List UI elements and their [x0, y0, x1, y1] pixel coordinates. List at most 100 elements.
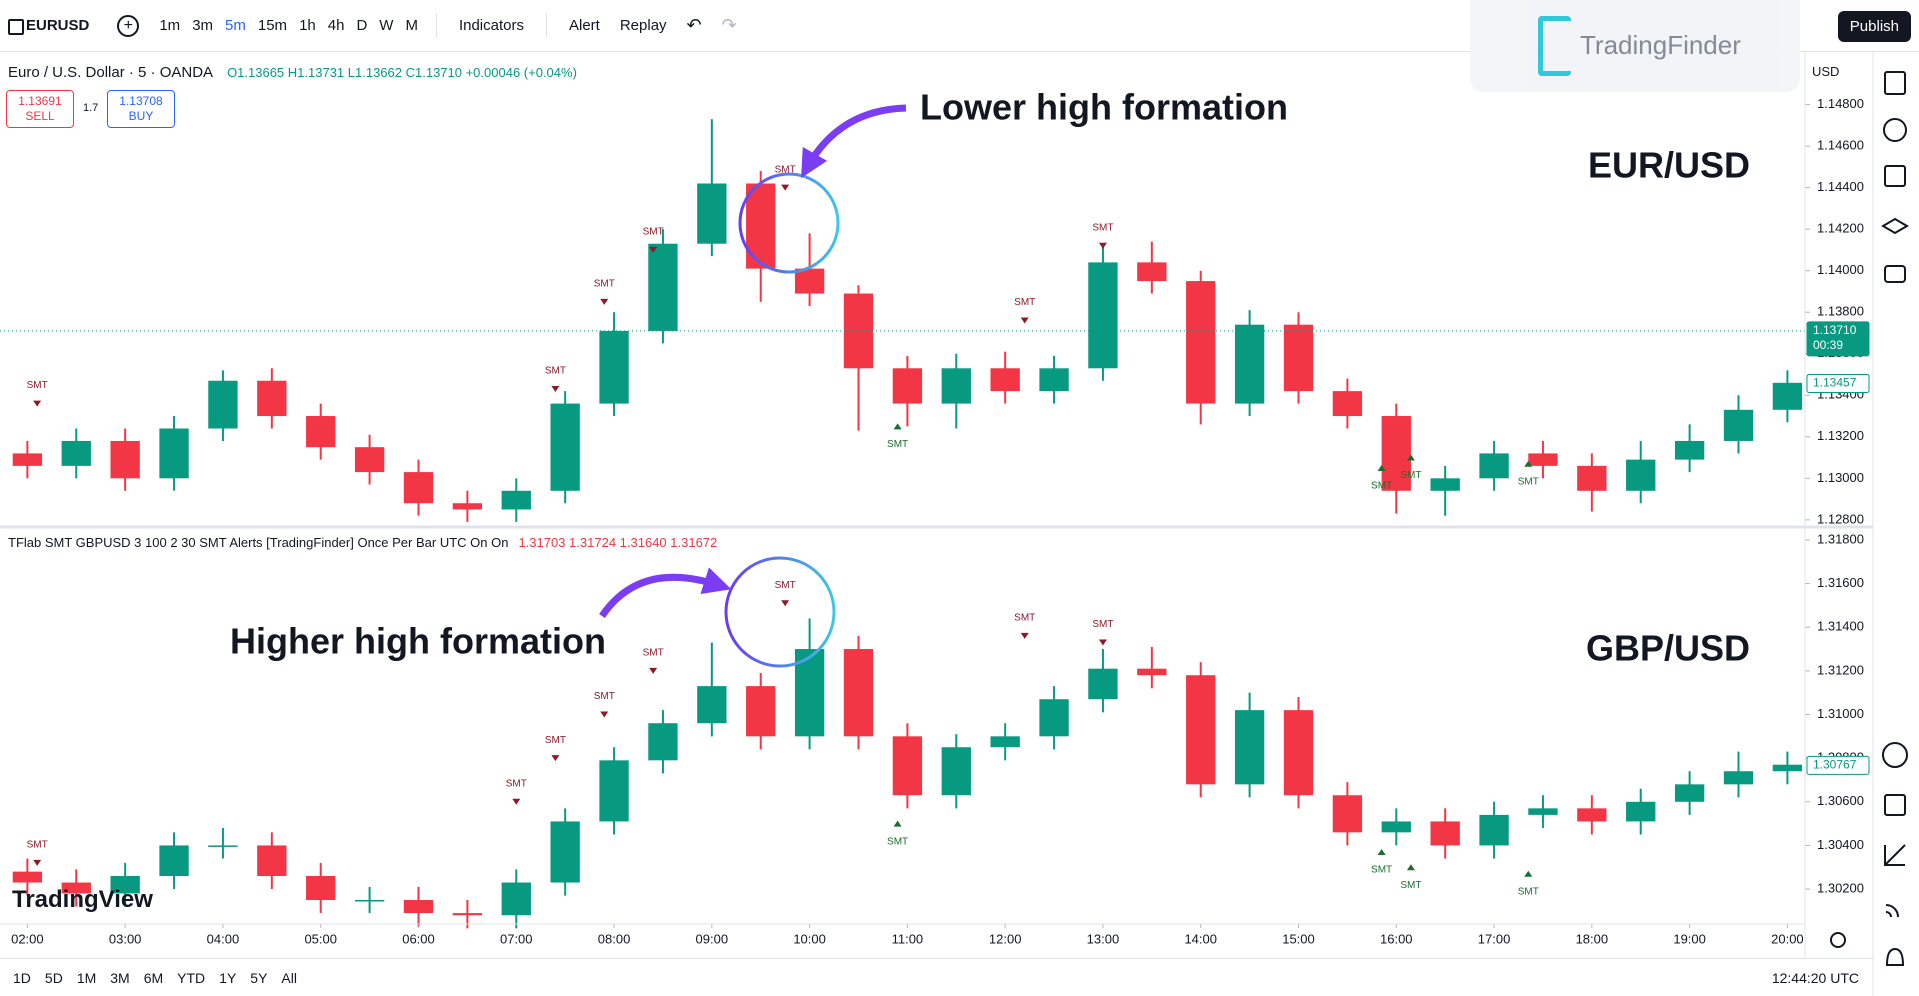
icon-alerts[interactable]: [1883, 118, 1907, 142]
smt-marker: [33, 859, 42, 866]
smt-label: SMT: [1014, 297, 1035, 308]
range[interactable]: 5D: [44, 969, 63, 986]
smt-marker: [649, 246, 658, 253]
x-tick-label: 05:00: [304, 931, 337, 946]
x-tick-label: 08:00: [598, 931, 631, 946]
candle-body: [1430, 821, 1460, 846]
icon-target[interactable]: [1882, 742, 1908, 768]
replay-button[interactable]: Replay: [619, 17, 667, 34]
range[interactable]: 3M: [110, 969, 130, 986]
candle-body: [257, 845, 287, 876]
smt-marker: [1524, 460, 1533, 467]
candle-body: [892, 368, 923, 404]
range[interactable]: YTD: [177, 969, 206, 986]
interval[interactable]: 1m: [159, 17, 181, 34]
smt-marker: [1524, 870, 1533, 877]
interval[interactable]: D: [356, 17, 368, 34]
bottom-bar: 1D 5D 1M 3M 6M YTD 1Y 5Y All 12:44:20 UTC: [0, 958, 1873, 996]
currency[interactable]: USD: [1812, 64, 1840, 79]
smt-marker: [600, 298, 609, 305]
sell-button[interactable]: 1.13691 SELL: [6, 90, 74, 128]
indicators-button[interactable]: Indicators: [458, 17, 524, 34]
candle-body: [1234, 710, 1265, 785]
buy-button[interactable]: 1.13708 BUY: [107, 90, 175, 128]
x-tick-label: 12:00: [989, 931, 1022, 946]
price-label: 1.13457: [1813, 376, 1857, 390]
candle-body: [12, 871, 43, 883]
smt-label: SMT: [887, 836, 908, 847]
icon-bell[interactable]: [1885, 947, 1905, 966]
range[interactable]: 5Y: [250, 969, 268, 986]
candle-body: [208, 845, 238, 847]
interval[interactable]: 5m: [225, 17, 246, 34]
range[interactable]: All: [281, 969, 297, 986]
main-legend: Euro / U.S. Dollar · 5 · OANDA O1.13665 …: [8, 64, 577, 81]
icon-chat[interactable]: [1884, 265, 1906, 283]
interval[interactable]: 3m: [192, 17, 214, 34]
x-tick-label: 16:00: [1380, 931, 1413, 946]
redo-button[interactable]: ↷: [721, 15, 737, 35]
sell-label: SELL: [25, 109, 55, 123]
candle-body: [1039, 368, 1069, 392]
candle-body: [1528, 453, 1558, 466]
smt-marker: [551, 386, 560, 393]
range[interactable]: 1M: [76, 969, 97, 986]
candle-body: [159, 428, 189, 479]
smt-marker: [1020, 317, 1029, 324]
settings-gear[interactable]: [1830, 932, 1846, 948]
candle-body: [892, 736, 923, 796]
icon-ideas[interactable]: [1884, 844, 1906, 866]
x-tick-label: 07:00: [500, 931, 533, 946]
range[interactable]: 6M: [143, 969, 164, 986]
annotation: Higher high formation: [230, 621, 606, 662]
icon-watchlist[interactable]: [1884, 71, 1906, 95]
interval[interactable]: W: [379, 17, 394, 34]
annotation: GBP/USD: [1586, 628, 1750, 669]
smt-label: SMT: [27, 380, 48, 391]
x-tick-label: 06:00: [402, 931, 435, 946]
gear[interactable]: [1830, 932, 1846, 948]
candle-body: [61, 440, 91, 466]
icon-stream[interactable]: [1885, 904, 1899, 918]
interval[interactable]: 1h: [299, 17, 316, 34]
ranges: 1D 5D 1M 3M 6M YTD 1Y 5Y All: [0, 970, 304, 986]
candle-body: [1332, 795, 1363, 833]
candle-body: [1137, 262, 1167, 282]
range[interactable]: 1Y: [219, 969, 237, 986]
smt-label: SMT: [643, 227, 664, 238]
smt-label: SMT: [594, 278, 615, 289]
interval[interactable]: 4h: [327, 17, 345, 34]
annotation: EUR/USD: [1588, 145, 1750, 186]
range[interactable]: 1D: [13, 969, 31, 986]
interval[interactable]: 15m: [257, 17, 288, 34]
smt-marker: [33, 400, 42, 407]
candle-body: [208, 380, 238, 429]
x-tick-label: 14:00: [1184, 931, 1217, 946]
smt-marker: [893, 820, 902, 827]
y-tick-label: 1.14400: [1817, 179, 1864, 194]
candle-body: [843, 649, 874, 737]
interval[interactable]: M: [405, 17, 418, 34]
candle-body: [990, 736, 1020, 748]
price-label: 1.30767: [1813, 758, 1857, 772]
candle-body: [1283, 324, 1314, 392]
candle-body: [501, 882, 531, 916]
icon-layers[interactable]: [1881, 217, 1909, 235]
y-tick-label: 1.12800: [1817, 511, 1864, 526]
tradingfinder-watermark: TradingFinder: [1470, 0, 1800, 92]
y-tick-label: 1.31400: [1817, 619, 1864, 634]
publish-button[interactable]: Publish: [1837, 11, 1911, 42]
smt-label: SMT: [1092, 619, 1113, 630]
candle-body: [1577, 465, 1607, 491]
icon-notes[interactable]: [1884, 165, 1906, 187]
icon-calendar[interactable]: [1884, 794, 1906, 816]
undo-button[interactable]: ↶: [686, 15, 702, 35]
compare-button[interactable]: +: [117, 14, 140, 37]
x-tick-label: 10:00: [793, 931, 826, 946]
x-tick-label: 18:00: [1576, 931, 1609, 946]
y-tick-label: 1.31000: [1817, 706, 1864, 721]
alert-button[interactable]: Alert: [569, 17, 600, 34]
symbol[interactable]: EURUSD: [0, 17, 103, 35]
smt-marker: [1377, 848, 1386, 855]
smt-marker: [512, 798, 521, 805]
